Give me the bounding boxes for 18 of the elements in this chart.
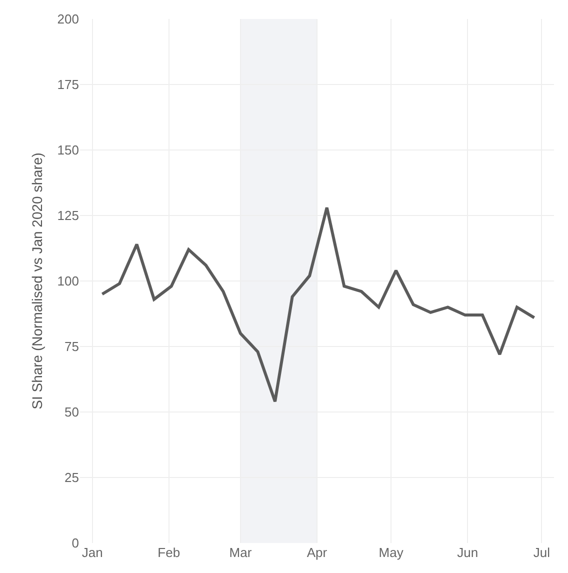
y-axis-title: SI Share (Normalised vs Jan 2020 share) <box>29 152 45 410</box>
y-tick-label: 75 <box>64 339 79 354</box>
y-tick-label: 50 <box>64 404 79 420</box>
y-tick-label: 100 <box>57 274 79 289</box>
y-tick-label: 25 <box>64 470 79 486</box>
x-tick-label: Jun <box>457 545 478 560</box>
x-tick-label: Feb <box>158 545 180 560</box>
y-tick-label: 0 <box>72 536 79 551</box>
y-tick-label: 125 <box>57 208 79 224</box>
y-tick-label: 200 <box>57 12 79 27</box>
x-tick-label: May <box>378 545 404 560</box>
x-tick-label: Apr <box>306 545 328 560</box>
x-tick-label: Jul <box>533 545 550 560</box>
y-tick-label: 150 <box>57 142 79 158</box>
line-series <box>100 206 536 404</box>
x-tick-label: Mar <box>229 545 252 560</box>
y-tick-label: 175 <box>57 77 79 92</box>
x-tick-label: Jan <box>82 545 103 560</box>
